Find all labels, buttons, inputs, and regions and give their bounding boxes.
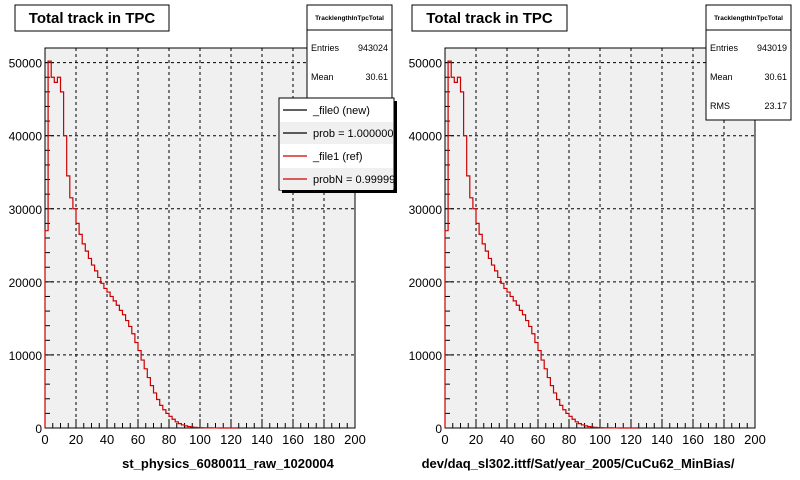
y-tick-label: 40000 <box>409 130 443 144</box>
x-tick-label: 60 <box>531 432 545 447</box>
title-box-frame <box>14 4 170 32</box>
title-box-frame <box>411 4 568 32</box>
stats-name: TracklengthInTpcTotal <box>714 15 783 22</box>
legend-label: probN = 0.999999 <box>313 174 401 186</box>
x-tick-label: 80 <box>562 432 576 447</box>
x-tick-label: 40 <box>500 432 514 447</box>
stats-label: Entries <box>311 43 340 53</box>
y-tick-label: 20000 <box>9 276 43 290</box>
x-tick-label: 100 <box>589 432 611 447</box>
x-tick-label: 160 <box>682 432 704 447</box>
histogram-panel-1: 0 20 40 60 80 100 120 140 160 180 200 0 10000 20000 30… <box>9 4 401 471</box>
x-tick-label: 160 <box>282 432 304 447</box>
x-tick-label: 20 <box>69 432 83 447</box>
stats-label: Entries <box>710 43 739 53</box>
x-tick-label: 20 <box>469 432 483 447</box>
x-tick-label: 140 <box>251 432 273 447</box>
y-tick-label: 30000 <box>409 203 443 217</box>
legend: _file0 (new) prob = 1.000000 _file1 (ref) p… <box>278 97 401 193</box>
legend-row-band <box>280 122 393 144</box>
axes: 0 20 40 60 80 100 120 140 160 180 200 0 10000 20000 30… <box>9 47 366 447</box>
legend-entries: _file0 (new) prob = 1.000000 _file1 (ref) p… <box>280 105 401 190</box>
stats-label: RMS <box>710 101 730 111</box>
stats-value: 30.61 <box>365 72 388 82</box>
x-tick-label: 0 <box>41 432 48 447</box>
y-tick-label: 50000 <box>409 57 443 71</box>
histogram-series-line-1 <box>444 60 638 429</box>
x-tick-label: 200 <box>344 432 366 447</box>
y-tick-label: 10000 <box>409 349 443 363</box>
x-tick-label: 0 <box>441 432 448 447</box>
stats-name: TracklengthInTpcTotal <box>315 15 384 22</box>
stats-value: 943024 <box>358 43 388 53</box>
chart-title: Total track in TPC <box>426 10 553 27</box>
legend-label: _file0 (new) <box>312 105 370 117</box>
y-tick-label: 30000 <box>9 203 43 217</box>
histogram-panel-2: 0 20 40 60 80 100 120 140 160 180 200 0 10000 20000 30… <box>409 4 792 471</box>
title-box: Total track in TPC <box>14 4 170 32</box>
x-tick-label: 120 <box>620 432 642 447</box>
y-tick-label: 50000 <box>9 57 43 71</box>
stats-value: 23.17 <box>764 101 787 111</box>
y-tick-label: 10000 <box>9 349 43 363</box>
y-tick-label: 20000 <box>409 276 443 290</box>
x-tick-label: 200 <box>744 432 766 447</box>
axes: 0 20 40 60 80 100 120 140 160 180 200 0 10000 20000 30… <box>409 47 766 447</box>
stats-label: Mean <box>710 72 733 82</box>
stats-box: TracklengthInTpcTotal Entries 943019 Mean 30… <box>705 4 792 121</box>
stats-label: Mean <box>311 72 334 82</box>
grid-lines <box>445 48 755 428</box>
x-tick-label: 140 <box>651 432 673 447</box>
stats-box-frame <box>705 4 792 121</box>
x-axis-label: st_physics_6080011_raw_1020004 <box>122 456 335 471</box>
x-tick-label: 100 <box>189 432 211 447</box>
histogram-series-line-1 <box>44 60 238 429</box>
y-tick-label: 0 <box>435 422 442 436</box>
x-tick-label: 180 <box>713 432 735 447</box>
x-axis-label: dev/daq_sl302.ittf/Sat/year_2005/CuCu62_… <box>422 456 735 471</box>
x-tick-label: 60 <box>131 432 145 447</box>
x-tick-label: 120 <box>220 432 242 447</box>
legend-label: prob = 1.000000 <box>313 128 393 140</box>
x-tick-label: 180 <box>313 432 335 447</box>
stats-value: 30.61 <box>764 72 787 82</box>
stats-value: 943019 <box>757 43 787 53</box>
chart-title: Total track in TPC <box>29 10 156 27</box>
title-box: Total track in TPC <box>411 4 568 32</box>
x-tick-label: 80 <box>162 432 176 447</box>
x-tick-label: 40 <box>100 432 114 447</box>
y-tick-label: 40000 <box>9 130 43 144</box>
y-tick-label: 0 <box>35 422 42 436</box>
legend-label: _file1 (ref) <box>312 151 363 163</box>
legend-row-band <box>280 168 393 190</box>
